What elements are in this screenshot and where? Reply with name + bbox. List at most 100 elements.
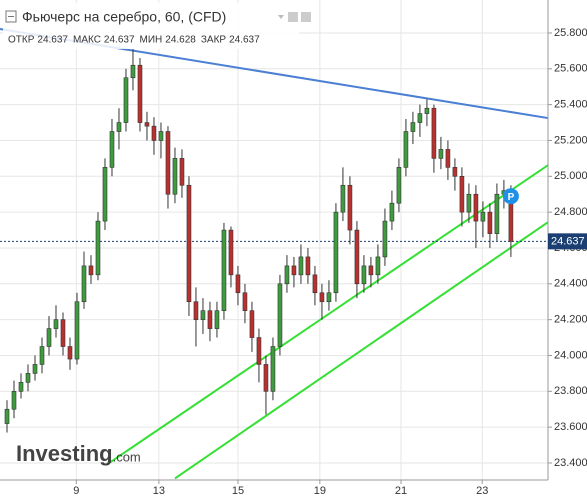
candle-body [235,274,241,294]
candle-body [123,77,129,123]
x-tick-label: 19 [314,485,326,497]
candle-body [256,337,262,365]
candle-body [221,229,227,311]
candle-body [102,167,108,222]
candle-body [340,184,346,213]
candle-body [312,274,318,294]
last-price-label: 24.637 [551,235,585,247]
candle-body [109,131,115,168]
candle-body [473,193,479,222]
candle-body [452,167,458,177]
candle-body [32,364,38,374]
x-tick-label: 21 [395,485,407,497]
candle-body [25,373,31,383]
ohlc-value: 24.637 [37,35,68,46]
candle-body [403,131,409,168]
candle-body [326,292,332,303]
candle-body [249,310,255,338]
event-marker[interactable] [502,188,519,205]
candle-body [165,131,171,195]
y-tick-label: 23.800 [554,385,587,397]
y-tick-label: 25.800 [554,27,587,39]
candle-body [39,346,45,365]
candle-body [480,211,486,222]
x-tick-label: 23 [476,485,488,497]
chart-title: Фьючерс на серебро, 60, (CFD) [22,9,226,25]
candle-body [417,113,423,123]
candle-body [291,265,297,276]
candle-body [130,64,136,79]
close-icon[interactable] [301,12,311,22]
candle-body [298,256,304,276]
header-box [3,3,299,49]
candle-body [95,220,101,276]
x-tick-label: 15 [232,485,244,497]
candle-body [263,364,269,392]
candle-body [200,310,206,320]
watermark-brand: Investing [16,441,113,466]
collapse-icon[interactable] [5,10,17,23]
candle-body [389,202,395,222]
candle-body [53,319,59,329]
watermark-suffix: .com [113,449,141,464]
y-tick-label: 25.400 [554,99,587,111]
y-tick-label: 23.600 [554,421,587,433]
candle-body [487,211,493,234]
ohlc-value: 24.628 [165,35,196,46]
trend-line [174,221,549,480]
y-tick-label: 24.800 [554,206,587,218]
ohlc-label: ЗАКР [201,35,227,46]
candle-body [361,265,367,285]
candle-body [494,193,500,234]
settings-icon[interactable] [288,12,298,22]
x-tick-label: 9 [73,485,79,497]
event-marker-label: P [508,192,515,203]
candle-body [277,283,283,347]
candle-body [305,256,311,276]
candle-body [179,158,185,186]
candle-body [431,107,437,159]
x-tick-label: 13 [153,485,165,497]
candle-body [424,107,430,114]
candle-body [158,131,164,141]
candle-body [172,158,178,195]
candle-body [88,265,94,276]
candle-body [333,211,339,294]
candle-body [207,310,213,329]
candle-body [67,346,73,360]
candle-body [375,256,381,276]
candle-body [186,184,192,303]
dropdown-arrow[interactable] [278,15,284,19]
candle-body [438,149,444,159]
candle-body [368,265,374,276]
candle-body [466,193,472,213]
candle-body [270,346,276,392]
candle-body [396,167,402,204]
candle-body [445,149,451,168]
candle-body [193,301,199,320]
candle-body [137,64,143,123]
candle-body [116,122,122,132]
candle-body [11,391,17,410]
y-tick-label: 24.000 [554,349,587,361]
last-price-box [548,233,587,250]
candle-body [60,319,66,347]
y-tick-label: 25.000 [554,170,587,182]
candle-body [228,229,234,276]
candle-body [410,122,416,132]
candle-body [151,125,157,141]
y-tick-label: 25.600 [554,63,587,75]
candle-body [382,220,388,258]
ohlc-label: МИН [140,35,163,46]
candle-body [18,382,24,392]
candle-body [214,310,220,329]
candle-body [4,408,10,424]
ohlc-label: ОТКР [8,35,35,46]
candle-body [459,176,465,213]
candle-body [144,122,150,127]
candle-body [81,265,87,303]
candle-body [319,292,325,303]
y-tick-label: 24.400 [554,278,587,290]
